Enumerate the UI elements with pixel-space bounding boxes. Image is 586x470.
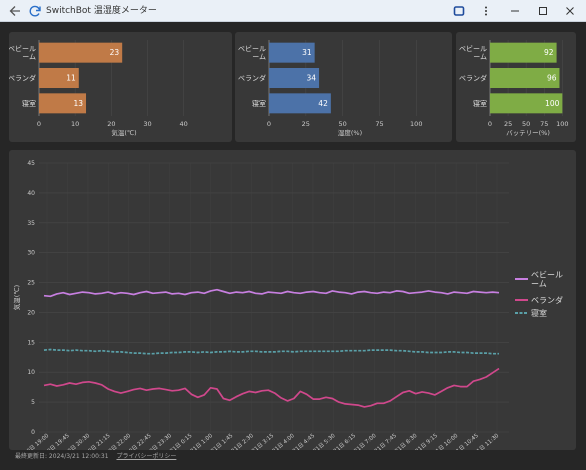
x-tick-label: 21日 0:15 bbox=[169, 432, 194, 450]
bar-temp-1 bbox=[39, 68, 79, 88]
x-tick-label: 21日 7:00 bbox=[353, 432, 378, 450]
data-label: 31 bbox=[302, 48, 312, 57]
x-tick-label: 20 bbox=[107, 120, 115, 128]
category-label: 寝室 bbox=[22, 99, 36, 108]
y-axis-label: 気温(℃) bbox=[12, 285, 21, 310]
x-tick-label: 25 bbox=[302, 120, 310, 128]
bar-humidity-2 bbox=[269, 93, 331, 114]
x-tick-label: 21日 4:00 bbox=[271, 432, 296, 450]
y-tick-label: 20 bbox=[27, 309, 35, 316]
y-tick-label: 45 bbox=[27, 160, 35, 167]
temperature-history-card: 0 5 10 15 20 25 30 35 40 45 20日 19:00 20日 19:45 20日 … bbox=[9, 150, 576, 450]
footer: 最終更新日: 2024/3/21 12:00:31 プライバシーポリシー bbox=[15, 451, 176, 460]
data-label: 23 bbox=[110, 48, 120, 57]
battery-card: 0 25 50 75 100 92 ベビールーム 96 ベランダ 100 寝室バッテリー(%) bbox=[456, 32, 576, 142]
x-tick-label: 100 bbox=[556, 120, 568, 128]
x-tick-label: 40 bbox=[180, 120, 188, 128]
category-label: ベランダ bbox=[459, 74, 487, 83]
x-tick-label: 21日 4:45 bbox=[291, 432, 316, 450]
bar-battery-1 bbox=[490, 68, 560, 88]
category-label: ベビールーム bbox=[9, 44, 36, 61]
y-tick-label: 15 bbox=[27, 339, 35, 346]
legend-label: ベビールーム bbox=[531, 271, 563, 289]
minimize-icon[interactable] bbox=[508, 4, 522, 18]
x-tick-label: 20日 19:00 bbox=[23, 432, 51, 450]
x-tick-label: 30 bbox=[143, 120, 151, 128]
bar-battery-0 bbox=[490, 42, 557, 63]
refresh-icon[interactable] bbox=[28, 4, 42, 18]
x-tick-label: 100 bbox=[410, 120, 422, 128]
y-tick-label: 35 bbox=[27, 220, 35, 227]
category-label: 寝室 bbox=[252, 99, 266, 108]
bar-temp-2 bbox=[39, 93, 87, 114]
x-tick-label: 21日 6:15 bbox=[332, 432, 357, 450]
x-tick-label: 25 bbox=[504, 120, 512, 128]
category-label: ベビールーム bbox=[238, 44, 266, 61]
y-tick-label: 30 bbox=[27, 250, 35, 257]
x-axis-label: 湿度(%) bbox=[338, 128, 362, 137]
more-vertical-icon[interactable] bbox=[479, 4, 493, 18]
bar-temp-0 bbox=[39, 42, 123, 63]
data-label: 42 bbox=[318, 99, 328, 108]
x-tick-label: 50 bbox=[338, 120, 346, 128]
y-tick-label: 5 bbox=[31, 399, 35, 406]
x-tick-label: 75 bbox=[540, 120, 548, 128]
x-tick-label: 21日 1:00 bbox=[189, 432, 214, 450]
series-line-2 bbox=[43, 348, 499, 355]
y-tick-label: 10 bbox=[27, 369, 35, 376]
x-tick-label: 21日 8:30 bbox=[394, 432, 419, 450]
x-tick-label: 0 bbox=[488, 120, 492, 128]
x-tick-label: 21日 7:45 bbox=[373, 432, 398, 450]
series-line-0 bbox=[43, 288, 500, 298]
bar-battery-2 bbox=[490, 93, 563, 114]
privacy-policy-link[interactable]: プライバシーポリシー bbox=[116, 453, 177, 460]
x-tick-label: 75 bbox=[375, 120, 383, 128]
data-label: 100 bbox=[545, 99, 560, 108]
data-label: 13 bbox=[73, 99, 83, 108]
x-tick-label: 50 bbox=[522, 120, 530, 128]
series-line-1 bbox=[43, 367, 500, 408]
temperature-card: 0 10 20 30 40 23 ベビールーム 11 ベランダ 13 寝室気温(℃) bbox=[9, 32, 232, 142]
x-tick-label: 10 bbox=[71, 120, 79, 128]
category-label: ベランダ bbox=[238, 74, 266, 83]
last-updated: 最終更新日: 2024/3/21 12:00:31 bbox=[15, 453, 109, 460]
data-label: 92 bbox=[544, 48, 554, 57]
bar-humidity-1 bbox=[269, 68, 320, 88]
title-bar: SwitchBot 温湿度メーター bbox=[0, 0, 586, 22]
y-tick-label: 25 bbox=[27, 280, 35, 287]
data-label: 34 bbox=[307, 74, 317, 83]
x-tick-label: 21日 2:30 bbox=[230, 432, 255, 450]
x-tick-label: 21日 9:15 bbox=[414, 432, 439, 450]
category-label: 寝室 bbox=[473, 99, 487, 108]
y-tick-label: 40 bbox=[27, 190, 35, 197]
x-tick-label: 21日 3:15 bbox=[250, 432, 275, 450]
x-axis-label: 気温(℃) bbox=[111, 128, 136, 137]
y-tick-label: 0 bbox=[31, 429, 35, 436]
back-arrow-icon[interactable] bbox=[8, 4, 22, 18]
x-axis-label: バッテリー(%) bbox=[506, 129, 550, 137]
maximize-icon[interactable] bbox=[536, 4, 550, 18]
extension-icon[interactable] bbox=[452, 4, 466, 18]
bar-humidity-0 bbox=[269, 42, 315, 63]
legend-label: ベランダ bbox=[531, 295, 563, 305]
window-title: SwitchBot 温湿度メーター bbox=[46, 6, 157, 16]
x-tick-label: 21日 1:45 bbox=[209, 432, 234, 450]
category-label: ベランダ bbox=[9, 74, 36, 83]
legend-label: 寝室 bbox=[531, 308, 547, 318]
data-label: 11 bbox=[66, 74, 76, 83]
close-icon[interactable] bbox=[563, 4, 577, 18]
x-tick-label: 0 bbox=[267, 120, 271, 128]
data-label: 96 bbox=[547, 74, 557, 83]
x-tick-label: 21日 5:30 bbox=[312, 432, 337, 450]
x-tick-label: 0 bbox=[37, 120, 41, 128]
category-label: ベビールーム bbox=[459, 44, 487, 61]
humidity-card: 0 25 50 75 100 31 ベビールーム 34 ベランダ 42 寝室湿度(%) bbox=[235, 32, 452, 142]
